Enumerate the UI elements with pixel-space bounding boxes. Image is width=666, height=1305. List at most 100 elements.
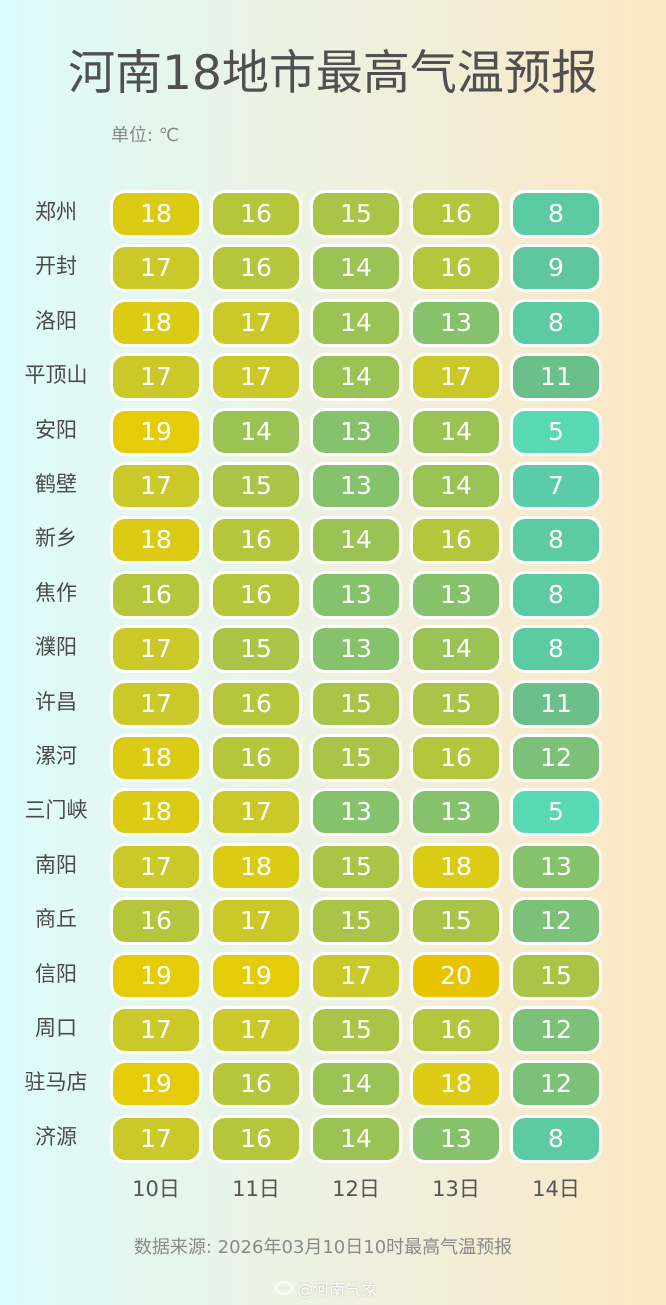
- temperature-cell: 15: [310, 1006, 402, 1054]
- temperature-cell: 16: [110, 571, 202, 619]
- city-label: 商丘: [35, 907, 77, 931]
- temperature-cell: 5: [510, 788, 602, 836]
- temperature-cell: 18: [110, 734, 202, 782]
- temperature-cell: 12: [510, 897, 602, 945]
- temperature-cell: 15: [410, 680, 502, 728]
- temperature-cell: 16: [210, 190, 302, 238]
- temperature-cell: 15: [310, 843, 402, 891]
- city-label: 鹤壁: [35, 472, 77, 496]
- weibo-icon: [275, 1281, 293, 1295]
- temperature-cell: 17: [110, 1115, 202, 1163]
- temperature-cell: 16: [110, 897, 202, 945]
- temperature-cell: 17: [110, 680, 202, 728]
- city-label: 平顶山: [24, 363, 88, 387]
- temperature-cell: 8: [510, 299, 602, 347]
- temperature-cell: 15: [310, 897, 402, 945]
- temperature-cell: 17: [410, 353, 502, 401]
- temperature-cell: 17: [110, 244, 202, 292]
- date-label: 13日: [432, 1177, 480, 1201]
- temperature-cell: 13: [410, 571, 502, 619]
- temperature-cell: 18: [110, 299, 202, 347]
- city-label: 郑州: [35, 200, 77, 224]
- temperature-cell: 14: [310, 516, 402, 564]
- temperature-cell: 13: [310, 571, 402, 619]
- temperature-cell: 13: [310, 408, 402, 456]
- temperature-cell: 17: [110, 462, 202, 510]
- temperature-cell: 8: [510, 625, 602, 673]
- temperature-cell: 17: [210, 788, 302, 836]
- date-label: 14日: [532, 1177, 580, 1201]
- date-label: 11日: [232, 1177, 280, 1201]
- temperature-cell: 16: [410, 190, 502, 238]
- temperature-cell: 19: [210, 952, 302, 1000]
- temperature-cell: 15: [210, 625, 302, 673]
- temperature-cell: 17: [110, 1006, 202, 1054]
- temperature-cell: 7: [510, 462, 602, 510]
- temperature-cell: 8: [510, 1115, 602, 1163]
- city-label: 周口: [35, 1016, 77, 1040]
- temperature-cell: 18: [110, 516, 202, 564]
- temperature-cell: 13: [410, 1115, 502, 1163]
- date-label: 12日: [332, 1177, 380, 1201]
- temperature-cell: 15: [310, 190, 402, 238]
- city-label: 濮阳: [35, 635, 77, 659]
- temperature-cell: 17: [210, 299, 302, 347]
- city-label: 济源: [35, 1125, 77, 1149]
- temperature-cell: 16: [410, 244, 502, 292]
- temperature-cell: 14: [410, 625, 502, 673]
- temperature-cell: 5: [510, 408, 602, 456]
- temperature-cell: 16: [210, 680, 302, 728]
- temperature-cell: 12: [510, 1060, 602, 1108]
- temperature-cell: 19: [110, 408, 202, 456]
- temperature-cell: 12: [510, 734, 602, 782]
- temperature-cell: 8: [510, 190, 602, 238]
- temperature-cell: 14: [310, 1060, 402, 1108]
- temperature-cell: 11: [510, 353, 602, 401]
- temperature-cell: 17: [210, 1006, 302, 1054]
- temperature-cell: 13: [510, 843, 602, 891]
- temperature-cell: 18: [410, 1060, 502, 1108]
- temperature-cell: 16: [210, 571, 302, 619]
- temperature-cell: 16: [210, 516, 302, 564]
- temperature-cell: 16: [210, 244, 302, 292]
- temperature-cell: 17: [110, 353, 202, 401]
- temperature-cell: 14: [410, 408, 502, 456]
- temperature-cell: 17: [110, 625, 202, 673]
- temperature-cell: 12: [510, 1006, 602, 1054]
- temperature-cell: 14: [310, 353, 402, 401]
- temperature-cell: 14: [210, 408, 302, 456]
- city-label: 信阳: [35, 962, 77, 986]
- temperature-cell: 15: [210, 462, 302, 510]
- temperature-cell: 13: [410, 788, 502, 836]
- temperature-cell: 17: [210, 897, 302, 945]
- watermark: @河南气象: [275, 1276, 377, 1300]
- temperature-cell: 18: [110, 190, 202, 238]
- temperature-cell: 15: [510, 952, 602, 1000]
- temperature-cell: 16: [410, 1006, 502, 1054]
- city-label: 开封: [35, 254, 77, 278]
- temperature-cell: 8: [510, 516, 602, 564]
- city-label: 三门峡: [24, 798, 88, 822]
- temperature-cell: 13: [310, 788, 402, 836]
- city-label: 驻马店: [24, 1070, 88, 1094]
- city-label: 新乡: [35, 526, 77, 550]
- city-label: 漯河: [35, 744, 77, 768]
- temperature-cell: 16: [410, 734, 502, 782]
- temperature-cell: 18: [410, 843, 502, 891]
- unit-label: 单位: ℃: [111, 125, 180, 146]
- date-label: 10日: [132, 1177, 180, 1201]
- temperature-cell: 19: [110, 952, 202, 1000]
- data-source-note: 数据来源: 2026年03月10日10时最高气温预报: [133, 1237, 513, 1258]
- city-label: 洛阳: [35, 309, 77, 333]
- page-title: 河南18地市最高气温预报: [68, 46, 598, 101]
- temperature-cell: 16: [210, 734, 302, 782]
- temperature-cell: 15: [410, 897, 502, 945]
- temperature-cell: 15: [310, 734, 402, 782]
- temperature-cell: 14: [410, 462, 502, 510]
- temperature-cell: 8: [510, 571, 602, 619]
- temperature-cell: 16: [210, 1060, 302, 1108]
- temperature-cell: 18: [210, 843, 302, 891]
- temperature-cell: 11: [510, 680, 602, 728]
- temperature-cell: 13: [410, 299, 502, 347]
- temperature-cell: 15: [310, 680, 402, 728]
